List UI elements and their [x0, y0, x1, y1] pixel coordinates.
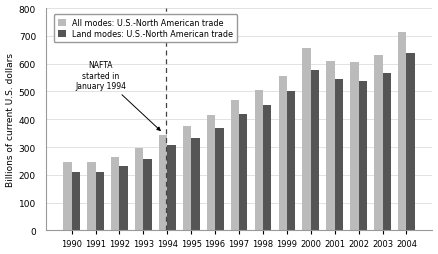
Bar [311, 70, 319, 231]
Bar [359, 82, 367, 231]
Bar [95, 172, 104, 231]
Bar [398, 33, 406, 231]
Text: NAFTA
started in
January 1994: NAFTA started in January 1994 [75, 61, 160, 131]
Bar [239, 115, 247, 231]
Bar [135, 149, 143, 231]
Legend: All modes: U.S.-North American trade, Land modes: U.S.-North American trade: All modes: U.S.-North American trade, La… [53, 15, 237, 43]
Bar [143, 159, 152, 231]
Bar [326, 62, 335, 231]
Bar [72, 172, 80, 231]
Bar [120, 167, 128, 231]
Bar [207, 116, 215, 231]
Y-axis label: Billions of current U.S. dollars: Billions of current U.S. dollars [6, 53, 14, 186]
Bar [263, 106, 272, 231]
Bar [254, 91, 263, 231]
Bar [87, 163, 95, 231]
Bar [167, 145, 176, 231]
Bar [183, 127, 191, 231]
Bar [231, 100, 239, 231]
Bar [374, 56, 382, 231]
Bar [63, 163, 72, 231]
Bar [287, 91, 295, 231]
Bar [335, 80, 343, 231]
Bar [191, 138, 200, 231]
Bar [279, 77, 287, 231]
Bar [303, 49, 311, 231]
Bar [406, 54, 415, 231]
Bar [159, 135, 167, 231]
Bar [382, 74, 391, 231]
Bar [111, 157, 120, 231]
Bar [350, 63, 359, 231]
Bar [215, 128, 223, 231]
